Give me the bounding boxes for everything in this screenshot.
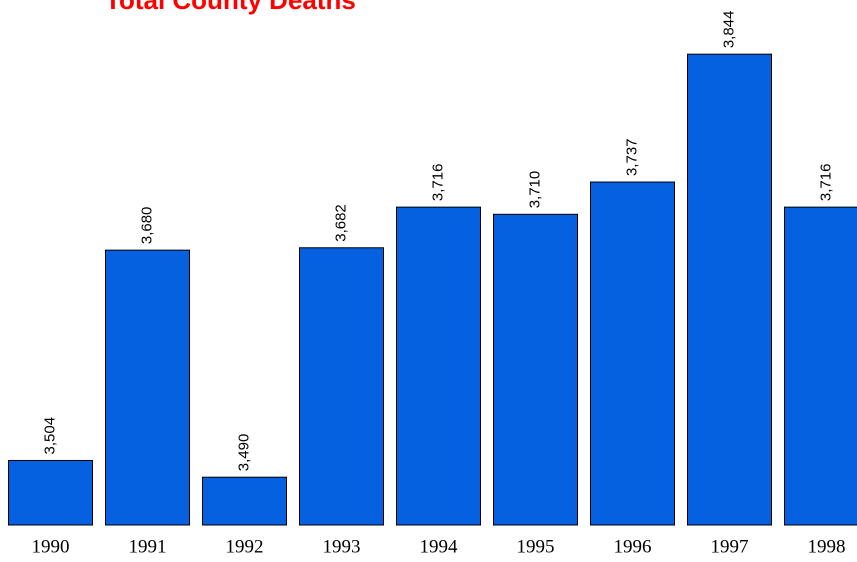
x-tick-label: 1990	[32, 536, 70, 557]
chart-title: Total County Deaths	[105, 0, 356, 15]
value-label: 3,682	[332, 204, 349, 242]
x-tick-label: 1998	[808, 536, 846, 557]
bar	[202, 476, 287, 526]
bar	[299, 247, 384, 526]
bar	[590, 181, 675, 526]
bar	[105, 249, 190, 526]
bar	[784, 206, 857, 526]
value-label: 3,737	[623, 138, 640, 176]
value-label: 3,710	[526, 171, 543, 209]
value-label: 3,504	[41, 417, 58, 455]
x-tick-label: 1996	[614, 536, 652, 557]
value-label: 3,716	[817, 164, 834, 202]
x-tick-label: 1991	[129, 536, 167, 557]
x-tick-label: 1995	[517, 536, 555, 557]
bar	[687, 53, 772, 526]
value-label: 3,680	[138, 207, 155, 245]
value-label: 3,716	[429, 164, 446, 202]
bar	[8, 459, 93, 526]
bar	[493, 213, 578, 526]
bar	[396, 206, 481, 526]
x-tick-label: 1997	[711, 536, 749, 557]
x-tick-label: 1993	[323, 536, 361, 557]
value-label: 3,844	[720, 11, 737, 49]
x-tick-label: 1994	[420, 536, 459, 557]
x-tick-label: 1992	[226, 536, 264, 557]
value-label: 3,490	[235, 434, 252, 472]
